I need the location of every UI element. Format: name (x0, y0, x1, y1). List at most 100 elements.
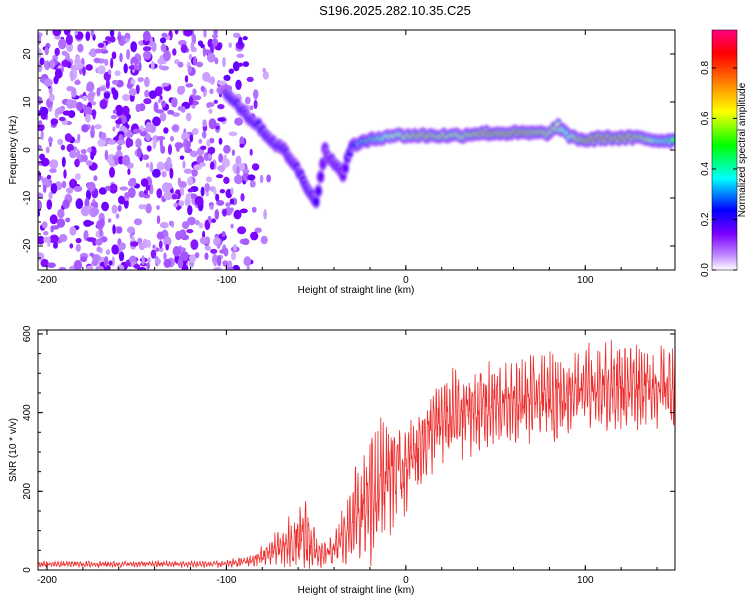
noise-blob (44, 46, 49, 56)
noise-blob (206, 139, 211, 147)
noise-blob (110, 57, 114, 69)
noise-blob (182, 160, 186, 169)
noise-blob (138, 61, 142, 72)
noise-blob (124, 192, 130, 199)
noise-blob (155, 247, 159, 252)
noise-blob (92, 198, 96, 204)
noise-blob (147, 256, 151, 264)
noise-blob (203, 49, 212, 54)
noise-blob (107, 218, 112, 223)
noise-blob (111, 51, 117, 60)
noise-blob (206, 52, 216, 63)
noise-blob (130, 41, 138, 53)
noise-blob (203, 30, 207, 38)
noise-blob (56, 107, 64, 115)
noise-blob (223, 247, 229, 257)
noise-blob (194, 196, 204, 206)
noise-blob (242, 238, 250, 246)
noise-blob (91, 259, 99, 267)
noise-blob (209, 205, 214, 210)
noise-blob (60, 144, 66, 151)
noise-blob (260, 235, 268, 245)
noise-blob (239, 208, 248, 214)
noise-blob (225, 267, 234, 270)
noise-blob (135, 84, 140, 95)
noise-blob (112, 224, 116, 235)
noise-blob (152, 168, 161, 178)
noise-blob (109, 36, 116, 43)
noise-blob (83, 106, 93, 117)
noise-blob (63, 30, 71, 36)
noise-blob (158, 247, 164, 253)
noise-blob (154, 101, 158, 112)
noise-blob (205, 190, 209, 197)
noise-blob (66, 99, 75, 109)
noise-blob (156, 136, 166, 141)
noise-blob (61, 50, 68, 56)
noise-blob (133, 218, 143, 226)
noise-blob (61, 180, 67, 189)
noise-blob (200, 145, 207, 150)
noise-blob (150, 249, 157, 259)
noise-blob (38, 252, 45, 261)
noise-blob (200, 85, 205, 92)
noise-blob (174, 30, 179, 35)
noise-blob (111, 244, 119, 255)
noise-blob (123, 63, 128, 74)
noise-blob (262, 71, 269, 80)
noise-blob (191, 169, 198, 177)
noise-blob (193, 164, 202, 171)
noise-blob (87, 181, 96, 192)
y-tick-label: 10 (22, 96, 33, 108)
noise-blob (49, 235, 54, 243)
noise-blob (228, 131, 238, 137)
noise-blob (207, 152, 212, 160)
colorbar-tick-label: 0.8 (700, 61, 711, 75)
noise-blob (62, 199, 70, 209)
noise-blob (243, 169, 250, 174)
noise-blob (211, 218, 216, 223)
noise-blob (145, 121, 153, 133)
y-tick-label: 200 (22, 483, 33, 500)
noise-blob (66, 143, 74, 153)
noise-blob (190, 41, 195, 51)
noise-blob (232, 61, 240, 72)
x-tick-label: 100 (577, 275, 594, 286)
spectrogram-y-axis-title: Frequency (Hz) (8, 116, 19, 185)
noise-blob (124, 37, 130, 43)
noise-blob (91, 124, 95, 133)
noise-blob (118, 195, 125, 205)
noise-blob (198, 138, 203, 144)
noise-blob (151, 41, 157, 53)
noise-blob (144, 89, 150, 98)
noise-blob (43, 60, 51, 71)
noise-blob (53, 241, 58, 249)
noise-blob (216, 200, 225, 206)
noise-blob (215, 125, 220, 130)
noise-blob (98, 187, 107, 195)
noise-blob (152, 244, 156, 249)
noise-blob (193, 56, 197, 66)
noise-blob (187, 176, 194, 186)
noise-blob (122, 154, 131, 166)
noise-blob (232, 264, 240, 270)
noise-blob (213, 187, 217, 196)
noise-blob (235, 79, 242, 91)
noise-blob (109, 166, 115, 178)
noise-blob (216, 255, 222, 267)
x-tick-label: -100 (216, 275, 236, 286)
noise-blob (56, 218, 66, 228)
noise-blob (238, 62, 243, 67)
spectrogram-y-ticks: -20 -10 0 10 20 (22, 29, 675, 271)
noise-blob (247, 174, 256, 181)
noise-blob (122, 94, 131, 101)
noise-blob (180, 106, 186, 113)
noise-blob (109, 30, 115, 38)
noise-blob (49, 214, 58, 225)
noise-blob (206, 176, 212, 183)
noise-blob (199, 236, 207, 245)
noise-blob (85, 189, 92, 201)
noise-blob (75, 198, 84, 210)
noise-blob (167, 144, 173, 155)
noise-blob (246, 76, 254, 82)
